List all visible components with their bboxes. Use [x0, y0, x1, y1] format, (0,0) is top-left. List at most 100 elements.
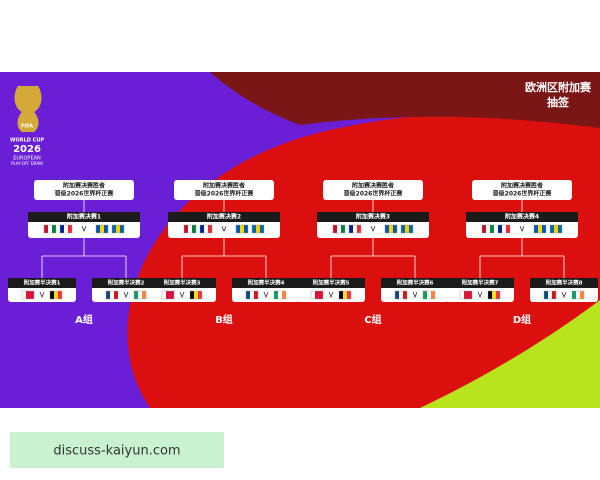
flag-border: [549, 224, 563, 234]
flag-border: [189, 290, 203, 300]
semi-label: 附加赛半决赛2: [108, 279, 145, 287]
semi-label: 附加赛半决赛3: [164, 279, 201, 287]
flag: [492, 291, 496, 299]
flag-border: [111, 224, 125, 234]
vs-mark: [370, 225, 376, 233]
title: 欧洲区附加赛: [525, 80, 592, 94]
flag: [170, 291, 174, 299]
semi-label: 附加赛半决赛4: [248, 279, 285, 287]
flag: [389, 225, 393, 233]
flag: [142, 291, 146, 299]
flag: [333, 225, 337, 233]
flag: [544, 291, 548, 299]
flag: [162, 291, 166, 299]
flag: [482, 225, 486, 233]
winner-box: [472, 180, 572, 200]
vs-mark: [263, 291, 269, 299]
logo-text: FIFA: [21, 124, 33, 130]
flag: [256, 225, 260, 233]
flag: [26, 291, 30, 299]
flag: [282, 291, 286, 299]
semi-label: 附加赛半决赛5: [313, 279, 350, 287]
flag: [357, 225, 361, 233]
flag: [548, 291, 552, 299]
semi-header: [297, 278, 365, 288]
final-header: [466, 212, 578, 222]
flag: [54, 291, 58, 299]
flag: [252, 225, 256, 233]
vs-mark: [221, 225, 227, 233]
vs-mark: [179, 291, 185, 299]
bg-green: [420, 300, 600, 408]
winner-note: 晋级2026世界杯正赛: [344, 190, 404, 198]
semi-label: 附加赛半决赛8: [546, 279, 583, 287]
flag-border: [43, 224, 57, 234]
flag: [244, 225, 248, 233]
flag: [190, 291, 194, 299]
connector: [41, 238, 127, 278]
flag-border: [384, 224, 398, 234]
flag-border: [394, 290, 408, 300]
flag: [198, 291, 202, 299]
flag: [114, 291, 118, 299]
group-label: A组: [75, 313, 93, 326]
flag: [506, 225, 510, 233]
flag: [134, 291, 138, 299]
flag: [399, 291, 403, 299]
semi-header: [381, 278, 449, 288]
flag: [403, 291, 407, 299]
flag-border: [497, 224, 511, 234]
group-label: D组: [513, 313, 531, 326]
flag: [166, 291, 170, 299]
flag: [395, 291, 399, 299]
logo-text: EUROPEAN: [13, 156, 41, 162]
flag: [550, 225, 554, 233]
connector: [181, 238, 267, 278]
group-label: B组: [215, 313, 233, 326]
flag: [104, 225, 108, 233]
flag-border: [310, 290, 324, 300]
winner-box: [323, 180, 423, 200]
flag-border: [95, 224, 109, 234]
flag: [120, 225, 124, 233]
flag: [431, 291, 435, 299]
flag: [393, 225, 397, 233]
flag: [341, 225, 345, 233]
flag: [427, 291, 431, 299]
flag: [319, 291, 323, 299]
flag-border: [273, 290, 287, 300]
group-label: C组: [364, 313, 381, 326]
vs-mark: [123, 291, 129, 299]
flag-border: [400, 224, 414, 234]
vs-mark: [412, 291, 418, 299]
flag: [260, 225, 264, 233]
flag: [405, 225, 409, 233]
flag: [64, 225, 68, 233]
flag: [552, 291, 556, 299]
semi-label: 附加赛半决赛6: [397, 279, 434, 287]
bg-darkred: [210, 72, 600, 128]
semi-header: [232, 278, 300, 288]
winner-label: 附加赛决赛胜者: [501, 182, 543, 190]
flag: [349, 225, 353, 233]
flag-border: [21, 290, 35, 300]
flag: [385, 225, 389, 233]
semi-label: 附加赛半决赛1: [24, 279, 61, 287]
flag-border: [332, 224, 346, 234]
trophy: [14, 86, 42, 132]
flag: [60, 225, 64, 233]
connector: [330, 238, 416, 278]
flag: [68, 225, 72, 233]
flag-border: [183, 224, 197, 234]
flag: [423, 291, 427, 299]
flag-border: [543, 290, 557, 300]
flag-border: [49, 290, 63, 300]
flag: [311, 291, 315, 299]
flag-border: [133, 290, 147, 300]
flag-border: [348, 224, 362, 234]
flag: [250, 291, 254, 299]
flag: [254, 291, 258, 299]
final-header: [317, 212, 429, 222]
